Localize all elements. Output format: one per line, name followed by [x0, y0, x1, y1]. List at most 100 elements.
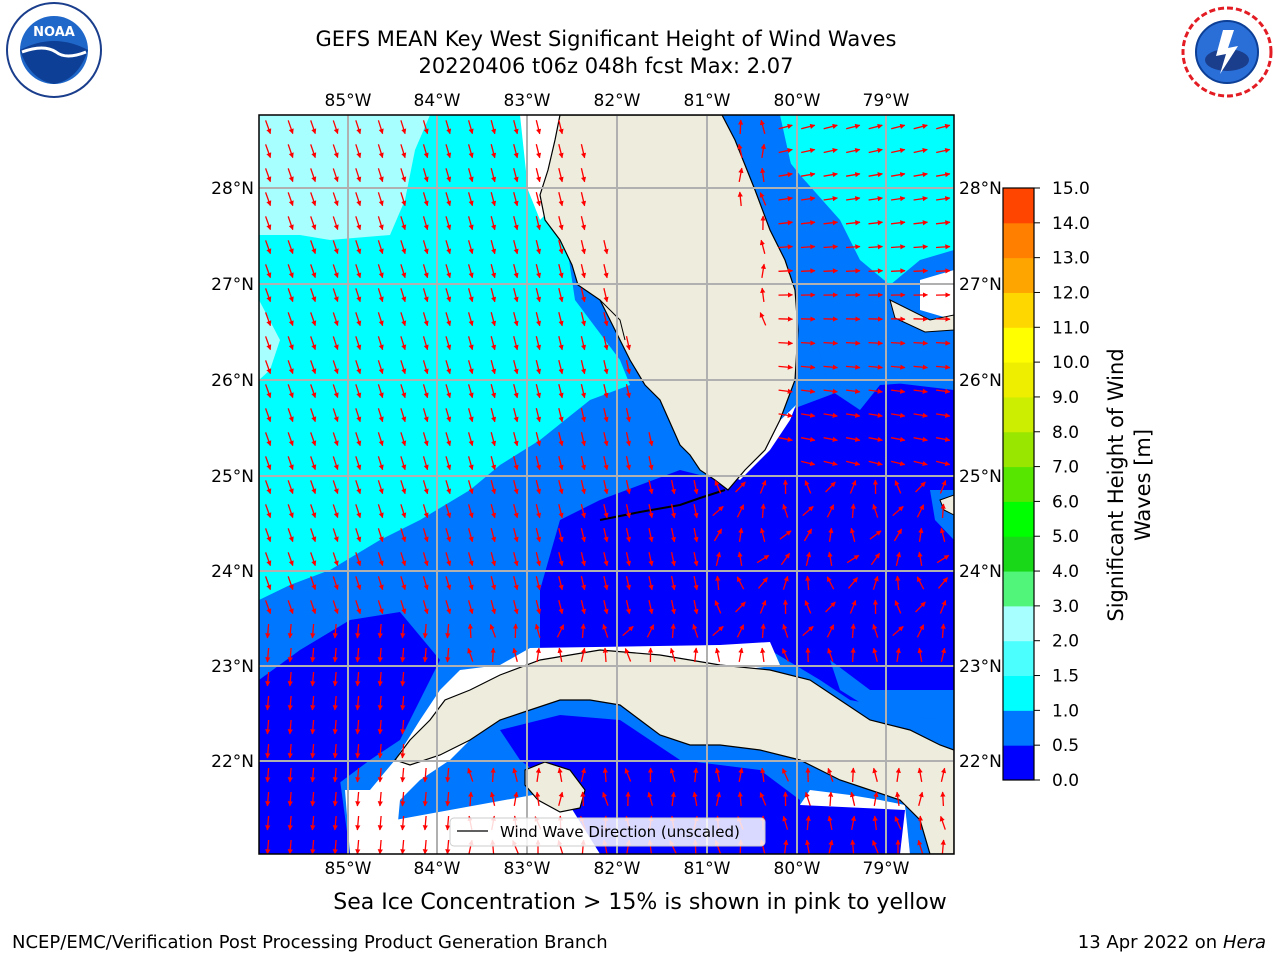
- wave-direction-arrow: [287, 695, 293, 711]
- colorbar-segment: [1003, 292, 1034, 328]
- wave-direction-arrow: [913, 340, 929, 346]
- wave-direction-arrow: [738, 527, 744, 542]
- wave-direction-arrow: [445, 528, 452, 543]
- wave-direction-arrow: [625, 360, 632, 375]
- wave-direction-arrow: [935, 340, 951, 346]
- wave-direction-arrow: [895, 647, 901, 662]
- wave-direction-arrow: [264, 240, 272, 255]
- wave-direction-arrow: [310, 240, 317, 255]
- wave-direction-arrow: [422, 120, 429, 135]
- wave-direction-arrow: [759, 600, 767, 614]
- wave-direction-arrow: [467, 216, 474, 231]
- wave-direction-arrow: [535, 504, 542, 519]
- wave-direction-arrow: [355, 480, 362, 495]
- wave-direction-arrow: [355, 168, 362, 183]
- wave-direction-arrow: [467, 647, 474, 662]
- wave-direction-arrow: [804, 600, 812, 614]
- wave-direction-arrow: [535, 791, 541, 806]
- wave-direction-arrow: [580, 408, 587, 423]
- wave-direction-arrow: [868, 172, 883, 178]
- wave-direction-arrow: [400, 312, 407, 327]
- wave-direction-arrow: [422, 264, 429, 279]
- wave-direction-arrow: [756, 554, 770, 564]
- wave-direction-arrow: [603, 384, 609, 399]
- wave-direction-arrow: [868, 412, 883, 418]
- wave-direction-arrow: [759, 527, 766, 542]
- wave-direction-arrow: [894, 816, 902, 830]
- wave-direction-arrow: [310, 312, 317, 327]
- wave-direction-arrow: [422, 168, 429, 183]
- lon-labels-top: 85°W 84°W 83°W 82°W 81°W 80°W 79°W: [325, 91, 910, 111]
- wave-direction-arrow: [513, 384, 519, 399]
- wave-direction-arrow: [868, 268, 884, 274]
- colorbar-tick-label: 0.5: [1052, 736, 1079, 756]
- wave-direction-arrow: [467, 504, 474, 519]
- wave-direction-arrow: [580, 480, 587, 495]
- wave-direction-arrow: [714, 480, 722, 494]
- wave-direction-arrow: [287, 144, 294, 159]
- wave-direction-arrow: [648, 504, 654, 519]
- wave-direction-arrow: [802, 625, 814, 637]
- wave-direction-arrow: [355, 336, 362, 351]
- wave-direction-arrow: [939, 480, 947, 494]
- colorbar-segment: [1003, 536, 1034, 572]
- wave-direction-arrow: [332, 623, 338, 639]
- wave-direction-arrow: [513, 360, 519, 375]
- wave-direction-arrow: [310, 456, 317, 471]
- wave-direction-arrow: [602, 647, 608, 663]
- wave-direction-arrow: [846, 196, 861, 202]
- wave-direction-arrow: [265, 719, 271, 735]
- wave-direction-arrow: [422, 192, 429, 207]
- wave-direction-arrow: [625, 432, 632, 447]
- wave-direction-arrow: [287, 360, 294, 375]
- svg-text:26°N: 26°N: [959, 371, 1002, 391]
- wave-direction-arrow: [332, 312, 339, 327]
- wave-direction-arrow: [940, 623, 946, 639]
- wave-direction-arrow: [445, 647, 451, 663]
- wave-direction-arrow: [890, 364, 906, 370]
- wave-direction-arrow: [467, 384, 474, 399]
- wave-direction-arrow: [850, 815, 856, 831]
- wave-direction-arrow: [467, 576, 474, 591]
- wave-direction-arrow: [940, 503, 946, 519]
- wave-direction-arrow: [490, 384, 497, 399]
- wave-direction-arrow: [693, 551, 699, 567]
- wave-direction-arrow: [760, 767, 766, 782]
- wave-direction-arrow: [693, 599, 699, 615]
- wave-direction-arrow: [287, 791, 293, 807]
- wave-direction-arrow: [778, 268, 794, 274]
- wave-direction-arrow: [801, 147, 816, 154]
- wave-direction-arrow: [850, 623, 856, 639]
- wave-direction-arrow: [849, 480, 857, 494]
- wave-direction-arrow: [759, 312, 767, 326]
- wave-direction-arrow: [490, 336, 497, 351]
- wave-direction-arrow: [845, 268, 861, 274]
- wave-direction-arrow: [377, 168, 384, 183]
- wave-direction-arrow: [287, 719, 293, 735]
- svg-text:79°W: 79°W: [863, 91, 910, 111]
- wave-direction-arrow: [445, 144, 452, 159]
- wave-direction-arrow: [580, 552, 587, 567]
- wave-direction-arrow: [265, 791, 271, 807]
- wave-direction-arrow: [377, 504, 384, 519]
- wave-direction-arrow: [735, 481, 746, 493]
- wave-direction-arrow: [782, 648, 789, 662]
- wave-direction-arrow: [828, 839, 834, 854]
- wave-direction-arrow: [872, 623, 879, 638]
- wave-direction-arrow: [558, 192, 564, 207]
- wave-direction-arrow: [693, 527, 699, 543]
- wave-direction-arrow: [873, 791, 879, 807]
- wave-direction-arrow: [287, 528, 294, 543]
- wave-direction-arrow: [377, 216, 384, 231]
- colorbar-segment: [1003, 640, 1034, 677]
- wave-direction-arrow: [916, 624, 925, 638]
- wave-direction-arrow: [377, 552, 384, 567]
- colorbar-segment: [1003, 257, 1034, 293]
- wave-direction-arrow: [264, 504, 272, 519]
- wave-direction-arrow: [355, 312, 362, 327]
- wave-direction-arrow: [355, 576, 362, 591]
- wave-direction-arrow: [823, 147, 838, 154]
- wave-direction-arrow: [625, 552, 632, 567]
- wave-direction-arrow: [580, 312, 587, 327]
- wave-direction-arrow: [825, 481, 836, 493]
